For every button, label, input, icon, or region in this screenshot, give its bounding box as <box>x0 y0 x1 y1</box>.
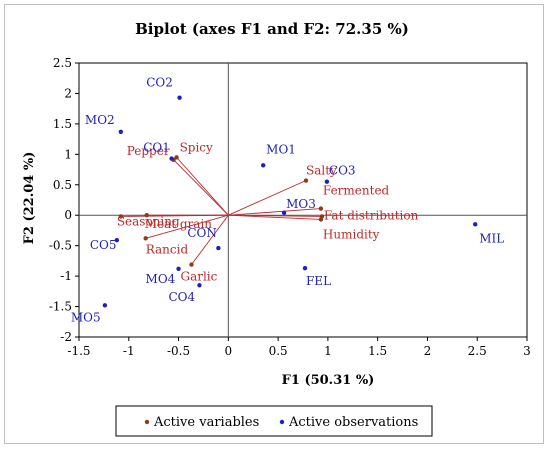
observation-point <box>302 265 308 271</box>
x-tick-label: 2.5 <box>468 344 487 358</box>
chart-title: Biplot (axes F1 and F2: 72.35 %) <box>135 20 409 38</box>
variable-vector <box>145 214 229 239</box>
x-tick-label: 2 <box>424 344 432 358</box>
observation-label: FEL <box>306 274 331 288</box>
observation-points: CO2 MO2 CO1 MO1 CO3 MO3 MIL CO5 CON MO4 FEL CO4 MO5 <box>71 76 504 325</box>
observation-label: MIL <box>479 231 504 245</box>
x-axis-label: F1 (50.31 %) <box>282 373 375 388</box>
x-tick-label: -1.5 <box>67 344 90 358</box>
y-tick-label: 0.5 <box>53 178 72 192</box>
variable-vector <box>228 214 321 220</box>
variable-label: Pepper <box>127 144 170 158</box>
variable-vector <box>176 157 229 216</box>
observation-point <box>169 156 174 161</box>
observation-point <box>176 266 181 272</box>
legend: Active variables Active observations <box>115 405 433 437</box>
y-tick-label: 1 <box>64 147 72 161</box>
variable-label: Rancid <box>146 242 189 256</box>
variable-vectors: Spicy Pepper Salty Fermented Fat distributio… <box>117 140 419 283</box>
variable-marker <box>318 217 324 222</box>
variable-marker <box>189 262 194 267</box>
y-tick-label: 2 <box>64 86 72 100</box>
observation-point <box>473 222 478 227</box>
observation-point <box>216 245 221 251</box>
variable-vector <box>228 214 322 217</box>
variable-label: Seasoning <box>117 214 180 228</box>
variable-label: Meat grain <box>145 217 213 231</box>
plot-area <box>78 62 528 338</box>
observation-label: CO1 <box>143 141 170 155</box>
observation-label: MO5 <box>71 310 101 324</box>
variable-marker <box>118 214 124 219</box>
observation-label: MO2 <box>85 113 115 127</box>
y-axis-label: F2 (22.04 %) <box>22 152 37 245</box>
observation-point <box>102 303 108 308</box>
x-tick-label: 1.5 <box>368 344 387 358</box>
variable-vector <box>228 180 307 216</box>
chart-frame <box>4 4 544 444</box>
observation-label: MO4 <box>146 272 176 286</box>
observation-label: CO2 <box>146 76 173 90</box>
y-tick-label: 1.5 <box>53 117 72 131</box>
variable-label: Spicy <box>180 140 213 154</box>
observation-point <box>118 129 124 135</box>
y-tick-label: -2 <box>60 330 72 344</box>
variable-vector <box>228 208 321 216</box>
observation-label: CO4 <box>168 290 195 304</box>
x-tick-label: 1 <box>324 344 332 358</box>
y-tick-label: -1 <box>60 269 72 283</box>
y-axis-ticks: -2 -1.5 -1 -0.5 0 0.5 1 1.5 2 2.5 <box>49 56 79 344</box>
legend-variables-label: Active variables <box>153 415 259 430</box>
y-tick-label: 2.5 <box>53 56 72 70</box>
observation-point <box>281 210 287 215</box>
variable-marker <box>174 155 179 160</box>
observation-point <box>260 163 266 168</box>
legend-observations-marker <box>279 419 285 425</box>
variable-marker <box>303 178 309 183</box>
observation-point <box>197 283 202 288</box>
observation-label: MO1 <box>266 142 296 156</box>
observation-point <box>324 179 330 184</box>
variable-marker <box>318 206 324 211</box>
y-tick-label: 0 <box>64 208 72 222</box>
variable-label: Fermented <box>323 184 390 198</box>
observation-label: CO3 <box>329 164 356 178</box>
y-tick-label: -1.5 <box>49 300 72 314</box>
variable-vector <box>173 159 229 216</box>
variable-vector <box>191 214 229 265</box>
variable-label: Garlic <box>180 270 217 284</box>
x-tick-label: 0 <box>225 344 233 358</box>
variable-label: Humidity <box>323 227 380 241</box>
x-tick-label: 0.5 <box>269 344 288 358</box>
observation-label: MO3 <box>286 197 316 211</box>
legend-box <box>115 405 433 437</box>
variable-label: Fat distribution <box>324 208 419 222</box>
x-tick-label: -1 <box>123 344 135 358</box>
variable-label: Salty <box>306 164 337 178</box>
x-tick-label: 3 <box>523 344 531 358</box>
x-axis-ticks: -1.5 -1 -0.5 0 0.5 1 1.5 2 2.5 3 <box>67 337 531 358</box>
observation-point <box>114 237 120 243</box>
observation-point <box>177 95 182 100</box>
variable-marker <box>143 236 148 241</box>
observation-label: CO5 <box>90 238 117 252</box>
legend-variables-marker <box>144 419 150 425</box>
y-tick-label: -0.5 <box>49 239 72 253</box>
variable-marker <box>144 213 149 218</box>
observation-label: CON <box>187 226 217 240</box>
x-tick-label: -0.5 <box>167 344 190 358</box>
legend-observations-label: Active observations <box>288 415 418 430</box>
